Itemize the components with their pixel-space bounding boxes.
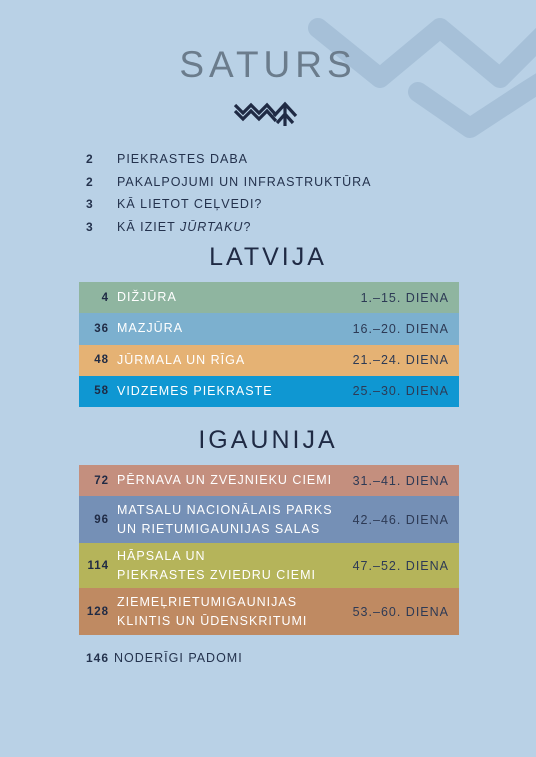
chapter-title: VIDZEMES PIEKRASTE: [117, 383, 273, 398]
chapter-page-number: 36: [94, 322, 109, 335]
chapter-title-line: MATSALU NACIONĀLAIS PARKS: [117, 502, 333, 517]
chapter-days: 53.–60. DIENA: [352, 604, 449, 619]
footer-item-label: NODERĪGI PADOMI: [114, 651, 243, 665]
latvija-section: 4 DIŽJŪRA 1.–15. DIENA 36 MAZJŪRA 16.–20…: [79, 282, 459, 407]
footer-item[interactable]: 146 NODERĪGI PADOMI: [86, 651, 243, 665]
chapter-title: DIŽJŪRA: [117, 290, 177, 305]
page-number: 3: [86, 219, 94, 234]
intro-item-label: PIEKRASTES DABA: [117, 152, 249, 167]
intro-text-part: KĀ IZIET: [117, 219, 180, 234]
chapter-row[interactable]: 128 ZIEMEĻRIETUMIGAUNIJAS KLINTIS UN ŪDEN…: [79, 588, 459, 635]
chapter-title: MATSALU NACIONĀLAIS PARKS UN RIETUMIGAUNI…: [117, 501, 353, 539]
chapter-row[interactable]: 36 MAZJŪRA 16.–20. DIENA: [79, 313, 459, 345]
page-number: 2: [86, 174, 94, 189]
page-number: 3: [86, 197, 94, 212]
section-title-igaunija: IGAUNIJA: [198, 426, 338, 454]
chapter-title: PĒRNAVA UN ZVEJNIEKU CIEMI: [117, 471, 353, 490]
chapter-title-line: KLINTIS UN ŪDENSKRITUMI: [117, 613, 308, 628]
chapter-row[interactable]: 96 MATSALU NACIONĀLAIS PARKS UN RIETUMIGA…: [79, 496, 459, 543]
page-title: SATURS: [179, 44, 357, 85]
chapter-title: HĀPSALA UN PIEKRASTES ZVIEDRU CIEMI: [117, 547, 353, 585]
chapter-title-line: HĀPSALA UN: [117, 548, 206, 563]
intro-item[interactable]: 3 KĀ LIETOT CEĻVEDI?: [86, 193, 372, 216]
intro-item[interactable]: 2 PAKALPOJUMI UN INFRASTRUKTŪRA: [86, 171, 372, 194]
chapter-days: 31.–41. DIENA: [352, 473, 449, 488]
chapter-days: 25.–30. DIENA: [352, 384, 449, 399]
intro-item[interactable]: 3 KĀ IZIET JŪRTAKU?: [86, 216, 372, 239]
chapter-page-number: 58: [94, 385, 109, 398]
intro-item[interactable]: 2 PIEKRASTES DABA: [86, 148, 372, 171]
chapter-page-number: 96: [94, 513, 109, 526]
chapter-page-number: 128: [86, 605, 109, 618]
chapter-page-number: 48: [94, 354, 109, 367]
chapter-title: JŪRMALA UN RĪGA: [117, 352, 246, 367]
intro-list: 2 PIEKRASTES DABA 2 PAKALPOJUMI UN INFRA…: [86, 148, 372, 238]
chapter-days: 42.–46. DIENA: [352, 512, 449, 527]
igaunija-section: 72 PĒRNAVA UN ZVEJNIEKU CIEMI 31.–41. DI…: [79, 465, 459, 635]
chapter-row[interactable]: 48 JŪRMALA UN RĪGA 21.–24. DIENA: [79, 344, 459, 376]
chapter-page-number: 72: [94, 474, 109, 487]
chapter-page-number: 4: [101, 291, 109, 304]
intro-text-part: ?: [243, 219, 252, 234]
chapter-days: 21.–24. DIENA: [352, 353, 449, 368]
page-number: 2: [86, 152, 94, 167]
intro-item-label: KĀ LIETOT CEĻVEDI?: [117, 197, 263, 212]
chapter-title-line: PĒRNAVA UN ZVEJNIEKU CIEMI: [117, 473, 333, 487]
chapter-title-line: ZIEMEĻRIETUMIGAUNIJAS: [117, 594, 298, 609]
chapter-title: ZIEMEĻRIETUMIGAUNIJAS KLINTIS UN ŪDENSKRI…: [117, 593, 353, 631]
chapter-row[interactable]: 72 PĒRNAVA UN ZVEJNIEKU CIEMI 31.–41. DI…: [79, 465, 459, 496]
page-number: 146: [86, 651, 110, 665]
chapter-row[interactable]: 58 VIDZEMES PIEKRASTE 25.–30. DIENA: [79, 375, 459, 407]
chapter-title-line: UN RIETUMIGAUNIJAS SALAS: [117, 521, 321, 536]
chapter-days: 16.–20. DIENA: [352, 321, 449, 336]
waves-and-tree-icon: [234, 101, 298, 126]
chapter-days: 1.–15. DIENA: [360, 290, 449, 305]
chapter-row[interactable]: 4 DIŽJŪRA 1.–15. DIENA: [79, 282, 459, 314]
chapter-title-line: PIEKRASTES ZVIEDRU CIEMI: [117, 567, 317, 582]
chapter-page-number: 114: [87, 559, 109, 572]
intro-item-label: PAKALPOJUMI UN INFRASTRUKTŪRA: [117, 174, 372, 189]
chapter-row[interactable]: 114 HĀPSALA UN PIEKRASTES ZVIEDRU CIEMI 4…: [79, 543, 459, 588]
section-title-latvija: LATVIJA: [209, 243, 327, 271]
intro-item-label: KĀ IZIET JŪRTAKU?: [117, 220, 251, 234]
chapter-title: MAZJŪRA: [117, 321, 184, 336]
intro-text-italic: JŪRTAKU: [179, 219, 244, 234]
chapter-days: 47.–52. DIENA: [352, 558, 449, 573]
